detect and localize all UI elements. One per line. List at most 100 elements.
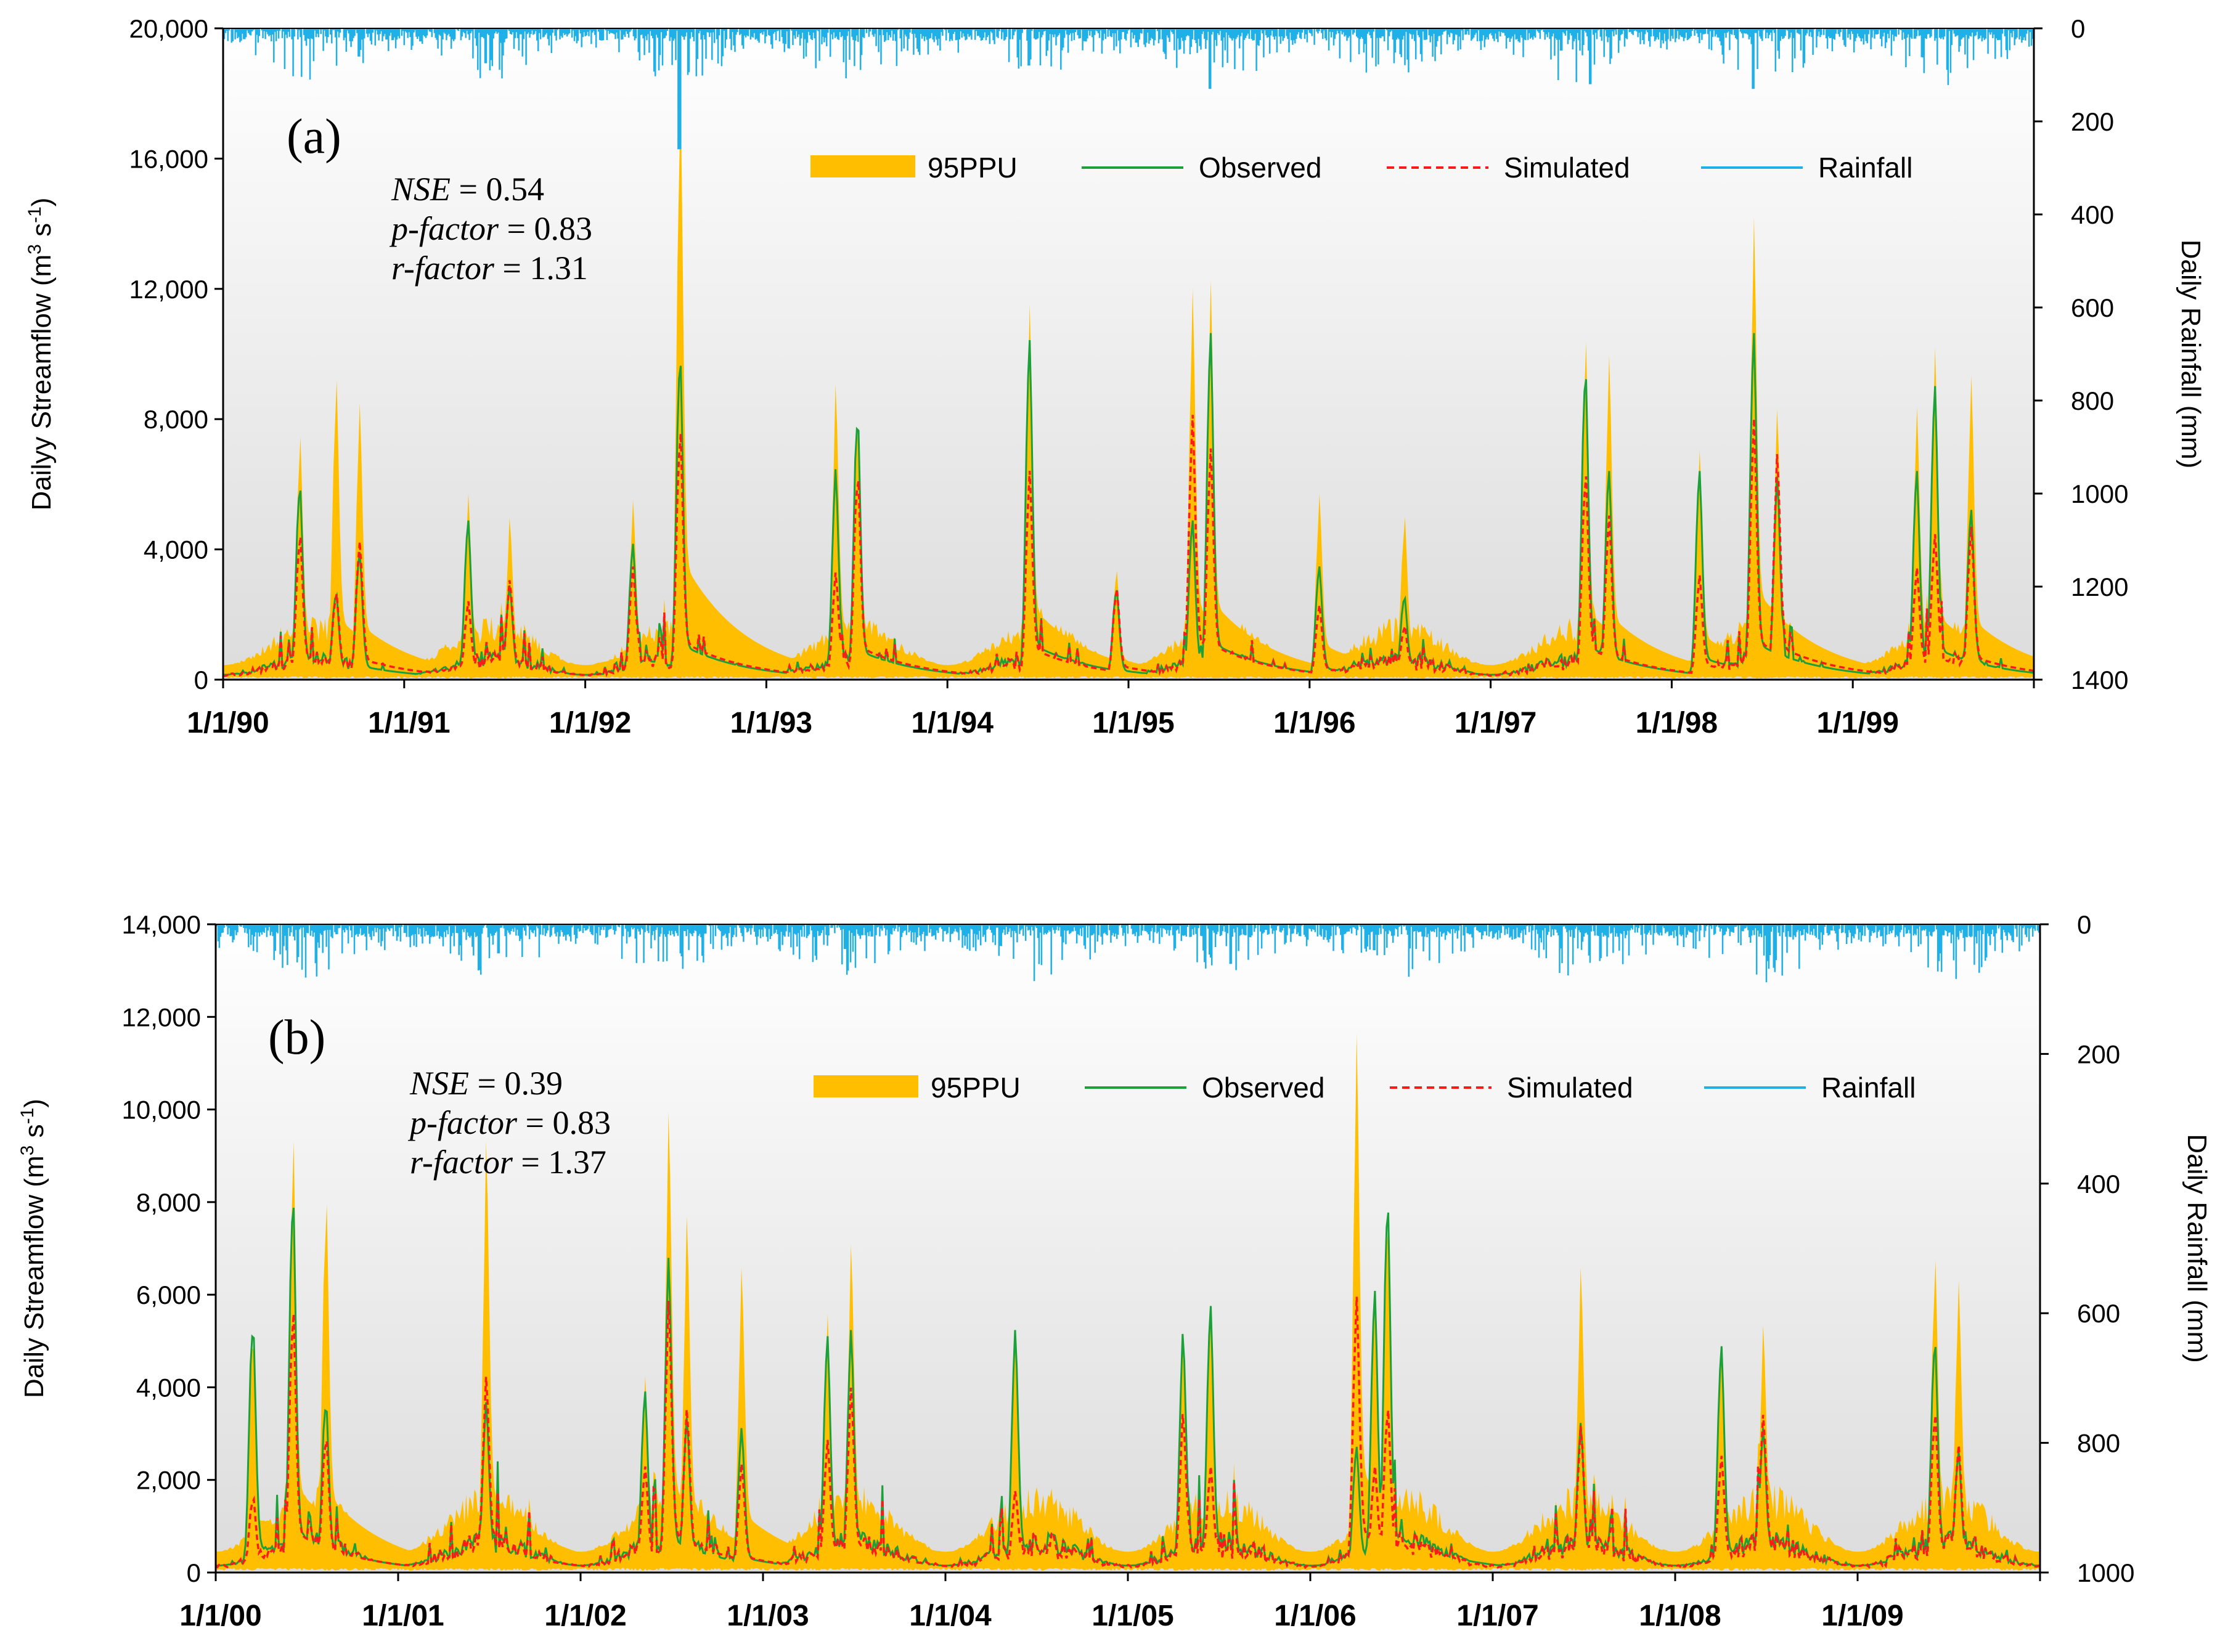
stat-p-factor: p-factor = 0.83: [389, 210, 592, 247]
y2-tick-label: 0: [2071, 14, 2085, 43]
series-simulated-line: [222, 415, 2034, 678]
x-tick-label: 1/1/00: [179, 1600, 261, 1632]
legend-rainfall: Rainfall: [1704, 1072, 1916, 1104]
y-axis-title-main: Daily Streamflow (m: [19, 1155, 49, 1398]
legend-swatch-95ppu: [810, 155, 915, 177]
legend-observed: Observed: [1082, 152, 1321, 184]
x-tick-label: 1/1/90: [187, 707, 269, 739]
y2-tick-label: 1000: [2071, 479, 2128, 508]
legend-label: Simulated: [1504, 152, 1630, 184]
legend-rainfall: Rainfall: [1701, 152, 1912, 184]
x-tick-label: 1/1/01: [362, 1600, 444, 1632]
panel-label: (a): [287, 110, 341, 164]
y2-tick-label: 600: [2071, 293, 2114, 322]
x-tick-label: 1/1/08: [1639, 1600, 1721, 1632]
x-tick-label: 1/1/04: [909, 1600, 992, 1632]
y2-tick-label: 200: [2077, 1040, 2120, 1068]
y-tick-label: 8,000: [144, 405, 208, 434]
legend-label: Simulated: [1507, 1072, 1633, 1104]
legend-swatch-95ppu: [814, 1075, 918, 1097]
y-axis-title: Daily Streamflow (m3 s-1): [17, 1099, 49, 1398]
y-tick-label: 0: [187, 1558, 201, 1587]
stat-name: p-factor: [389, 210, 499, 247]
y-axis-title-end: ): [27, 198, 57, 207]
x-tick-label: 1/1/03: [727, 1600, 809, 1632]
series-simulated-line: [214, 1296, 2041, 1569]
y2-tick-label: 400: [2071, 200, 2114, 229]
x-tick-label: 1/1/99: [1816, 707, 1898, 739]
y-tick-label: 10,000: [122, 1096, 201, 1125]
y-tick-label: 0: [194, 665, 208, 694]
stat-nse: NSE = 0.39: [409, 1065, 563, 1102]
stat-r-factor: r-factor = 1.37: [410, 1144, 606, 1181]
y-axis-title-sup: -1: [17, 1108, 38, 1125]
x-tick-label: 1/1/07: [1456, 1600, 1538, 1632]
y2-tick-label: 400: [2077, 1170, 2120, 1198]
y2-tick-label: 800: [2071, 386, 2114, 415]
x-tick-label: 1/1/92: [549, 707, 631, 739]
legend-95ppu: 95PPU: [810, 152, 1018, 184]
y2-axis-title: Daily Rainfall (mm): [2182, 1134, 2212, 1363]
y-axis-title-sup: -1: [25, 206, 45, 223]
panel-a: 0 4,000 8,000 12,000 16,000 20,000 0 200 400 600 8…: [25, 14, 2206, 739]
y-tick-label: 2,000: [136, 1466, 201, 1495]
y-tick-label: 16,000: [129, 144, 208, 173]
y-axis-title-sup: 3: [25, 244, 45, 254]
x-tick-label: 1/1/09: [1821, 1600, 1903, 1632]
stat-value: = 0.54: [451, 171, 544, 208]
stat-value: = 0.83: [499, 210, 592, 247]
x-tick-label: 1/1/05: [1092, 1600, 1173, 1632]
x-tick-label: 1/1/98: [1636, 707, 1718, 739]
x-tick-label: 1/1/02: [544, 1600, 626, 1632]
y-tick-label: 4,000: [144, 535, 208, 564]
y-tick-label: 12,000: [129, 275, 208, 304]
y2-tick-label: 600: [2077, 1299, 2120, 1328]
stat-name: NSE: [391, 171, 451, 208]
panel-b: 0 2,000 4,000 6,000 8,000 10,000 12,000 14,000 0…: [17, 910, 2212, 1632]
y-tick-label: 4,000: [136, 1373, 201, 1402]
stat-name: p-factor: [407, 1104, 518, 1141]
y-tick-label: 12,000: [122, 1003, 201, 1031]
stat-name: r-factor: [391, 250, 495, 287]
y2-tick-label: 1200: [2071, 572, 2128, 601]
y-tick-label: 14,000: [122, 910, 201, 939]
stat-name: NSE: [409, 1065, 469, 1102]
legend-95ppu: 95PPU: [814, 1072, 1021, 1104]
stat-p-factor: p-factor = 0.83: [407, 1104, 611, 1141]
x-tick-label: 1/1/06: [1274, 1600, 1356, 1632]
x-tick-label: 1/1/91: [368, 707, 450, 739]
x-tick-label: 1/1/96: [1273, 707, 1355, 739]
legend-label: Observed: [1202, 1072, 1324, 1104]
stat-r-factor: r-factor = 1.31: [391, 250, 588, 287]
y2-tick-label: 1000: [2077, 1558, 2134, 1587]
x-tick-label: 1/1/93: [730, 707, 812, 739]
y2-tick-label: 0: [2077, 910, 2091, 939]
legend-simulated: Simulated: [1387, 152, 1630, 184]
y-axis-title-mid: s: [27, 223, 57, 244]
y-tick-label: 8,000: [136, 1188, 201, 1217]
stat-name: r-factor: [410, 1144, 513, 1181]
stat-value: = 1.31: [494, 250, 588, 287]
y-tick-label: 20,000: [129, 14, 208, 43]
stat-value: = 1.37: [513, 1144, 606, 1181]
legend-label: 95PPU: [931, 1072, 1021, 1104]
legend-label: 95PPU: [928, 152, 1018, 184]
legend-simulated: Simulated: [1390, 1072, 1633, 1104]
stat-value: = 0.39: [469, 1065, 563, 1102]
legend-observed: Observed: [1085, 1072, 1324, 1104]
panel-label: (b): [268, 1011, 325, 1065]
y-axis-title-end: ): [19, 1099, 49, 1108]
y-axis-title-main: Dailyy Streamflow (m: [27, 254, 57, 511]
stat-value: = 0.83: [517, 1104, 611, 1141]
legend-label: Observed: [1199, 152, 1321, 184]
x-tick-label: 1/1/94: [911, 707, 994, 739]
y-axis-title: Dailyy Streamflow (m3 s-1): [25, 198, 57, 511]
y-axis-title-sup: 3: [17, 1145, 38, 1156]
y-axis-title-mid: s: [19, 1124, 49, 1145]
legend-label: Rainfall: [1821, 1072, 1916, 1104]
stat-nse: NSE = 0.54: [391, 171, 544, 208]
y2-axis-title: Daily Rainfall (mm): [2176, 240, 2206, 469]
y2-tick-label: 200: [2071, 107, 2114, 136]
y2-tick-label: 800: [2077, 1429, 2120, 1458]
